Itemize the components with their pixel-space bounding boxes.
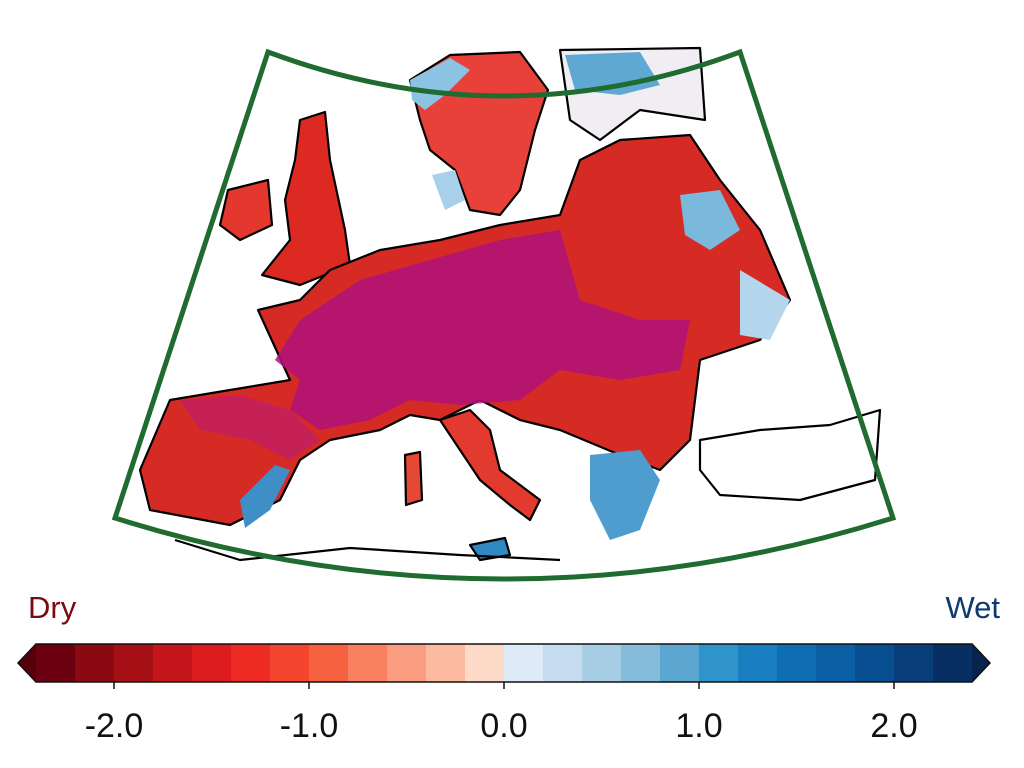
ireland [218, 178, 274, 242]
colorbar-bin [387, 644, 427, 682]
colorbar-tick-label: 0.0 [480, 707, 527, 745]
iberia-dry [180, 395, 320, 460]
colorbar-bin [504, 644, 544, 682]
turkey [698, 408, 882, 502]
colorbar-bin [933, 644, 973, 682]
colorbar: -2.0 -1.0 0.0 1.0 2.0 [16, 643, 992, 745]
colorbar-bin [816, 644, 856, 682]
colorbar-bin [582, 644, 622, 682]
central-europe-dry [275, 230, 690, 430]
balkans-wet [590, 450, 660, 540]
colorbar-bin [270, 644, 310, 682]
east-edge-wet [740, 270, 790, 340]
colorbar-bin [465, 644, 505, 682]
colorbar-bin [309, 644, 349, 682]
norway-wet [410, 58, 470, 110]
colorbar-outline [16, 643, 992, 683]
colorbar-bin [777, 644, 817, 682]
domain-frame [111, 48, 897, 582]
colorbar-tick-label: -1.0 [280, 707, 339, 745]
colorbar-tick-label: 2.0 [870, 707, 917, 745]
italy [438, 408, 542, 522]
east-wet [680, 190, 740, 250]
colorbar-bin [543, 644, 583, 682]
colorbar-bin [348, 644, 388, 682]
colorbar-bin [75, 644, 115, 682]
great-britain [260, 110, 352, 287]
colorbar-bin [855, 644, 895, 682]
colorbar-bin [699, 644, 739, 682]
sweden-wet [432, 170, 465, 210]
colorbar-bin [894, 644, 934, 682]
colorbar-tick-label: -2.0 [85, 707, 144, 745]
colorbar-bin [153, 644, 193, 682]
colorbar-bin [36, 644, 76, 682]
colorbar-bin [660, 644, 700, 682]
colorbar-bin [114, 644, 154, 682]
colorbar-bin [192, 644, 232, 682]
colorbar-bin [738, 644, 778, 682]
wet-label: Wet [945, 590, 1000, 625]
spain-wet [240, 465, 290, 528]
colorbar-bin [231, 644, 271, 682]
colorbar-tick-label: 1.0 [675, 707, 722, 745]
colorbar-bin [426, 644, 466, 682]
colorbar-bin [621, 644, 661, 682]
map [111, 46, 897, 582]
north-africa [174, 538, 561, 562]
dry-label: Dry [28, 590, 77, 625]
colorbar-over [972, 644, 990, 682]
colorbar-under [18, 644, 36, 682]
sardinia [403, 450, 424, 507]
